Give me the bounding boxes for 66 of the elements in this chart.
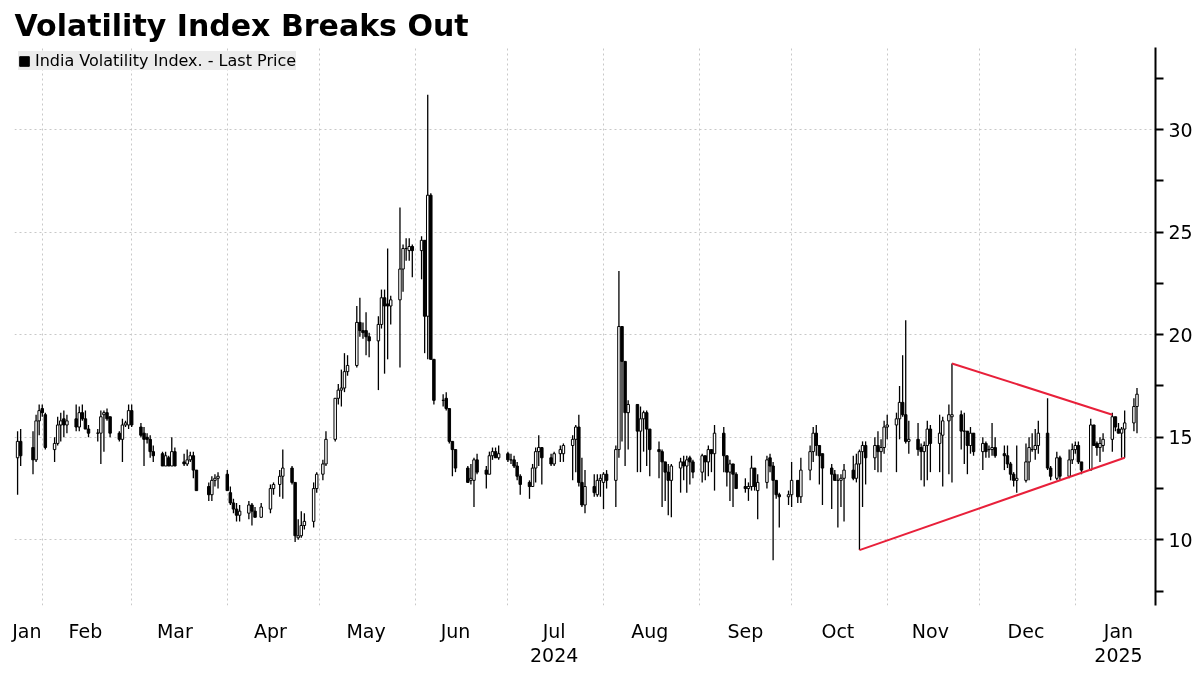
candlestick (842, 463, 846, 523)
y-tick-label: 10 (1168, 528, 1193, 551)
candlestick (700, 453, 704, 484)
candlestick (595, 473, 600, 498)
candlestick (876, 430, 880, 473)
x-tick-label: Jan 2025 (1094, 619, 1143, 666)
candlestick (173, 446, 177, 467)
x-tick-label: Jul 2024 (529, 619, 579, 666)
candlestick (666, 463, 670, 516)
candlestick (216, 471, 220, 490)
x-tick-label: May (346, 619, 386, 642)
candlestick (722, 426, 726, 473)
candlestick (364, 311, 368, 356)
candlestick (281, 448, 285, 500)
candlestick (182, 453, 186, 467)
y-tick-label: 30 (1168, 118, 1193, 141)
candlestick (129, 403, 134, 428)
y-tick-label: 15 (1168, 426, 1193, 449)
candlestick (18, 428, 23, 467)
candlestick (142, 426, 146, 467)
y-tick-label: 25 (1168, 221, 1193, 244)
x-tick-label: Dec (1007, 619, 1045, 642)
x-tick-label: Jan (11, 619, 42, 642)
candlestick (410, 243, 415, 278)
x-tick-label: Jun (439, 619, 471, 642)
legend-label: India Volatility Index. - Last Price (35, 51, 297, 70)
chart-title: Volatility Index Breaks Out (14, 7, 469, 43)
candlestick (681, 455, 686, 482)
candlestick (1135, 387, 1139, 434)
candlestick (598, 473, 603, 498)
candlestick (1055, 450, 1059, 482)
candlestick (814, 424, 819, 457)
candlestick (706, 444, 711, 477)
candlestick (207, 481, 211, 502)
candlestick (962, 412, 967, 465)
candlestick (669, 463, 674, 518)
candlestick (385, 247, 390, 360)
x-tick-label: Apr (254, 619, 288, 642)
candlestick (1058, 455, 1062, 482)
candlestick (950, 362, 954, 484)
candlestick (851, 455, 856, 482)
candlestick (940, 416, 945, 488)
candlestick (678, 457, 683, 494)
y-tick-label: 20 (1168, 323, 1193, 346)
x-tick-label: Oct (821, 619, 855, 642)
candlestick (928, 424, 933, 473)
candlestick (210, 475, 214, 502)
candlestick (1027, 436, 1031, 482)
candlestick (62, 409, 66, 438)
x-tick-label: Mar (156, 619, 193, 642)
candlestick (59, 412, 63, 443)
candlestick (644, 409, 649, 467)
x-tick-label: Feb (68, 619, 103, 642)
x-tick-label: Aug (631, 619, 669, 642)
candlestick (1002, 444, 1007, 471)
candlestick (472, 457, 476, 508)
candlestick (592, 473, 596, 498)
x-tick-label: Sep (727, 619, 764, 642)
candlestick (685, 455, 689, 494)
candlestick (990, 422, 994, 457)
candlestick (1122, 409, 1127, 459)
x-tick-label: Nov (911, 619, 949, 642)
candlestick (74, 403, 78, 432)
candlestick (148, 434, 152, 459)
candlestick (765, 455, 769, 490)
candlestick (65, 414, 69, 434)
